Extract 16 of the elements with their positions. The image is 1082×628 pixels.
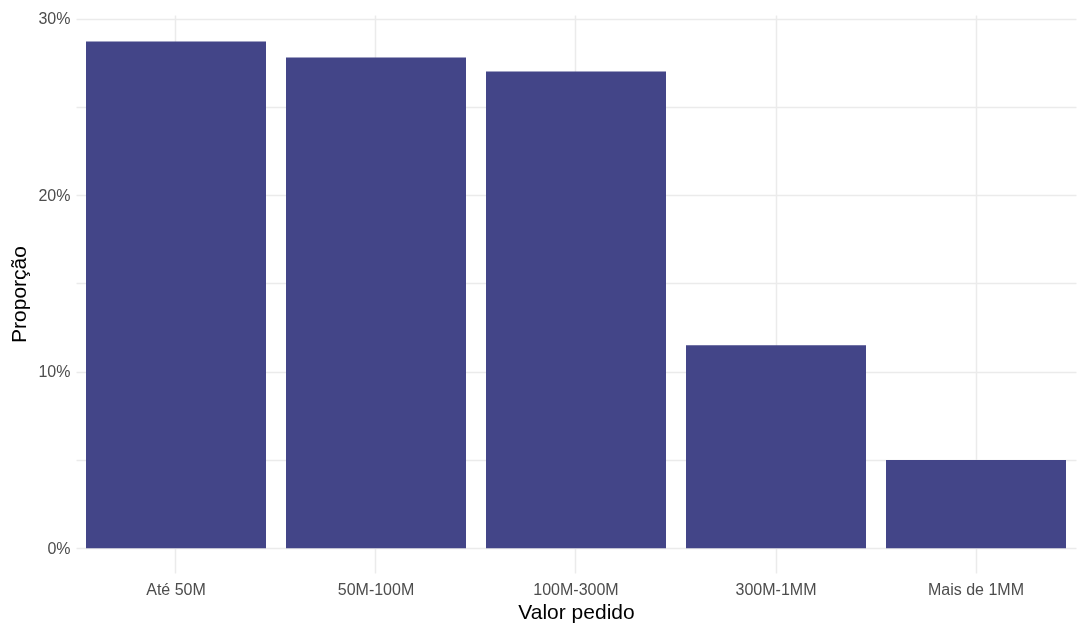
y-tick-label: 30%	[38, 10, 71, 28]
x-tick-label: 300M-1MM	[735, 580, 817, 598]
bar	[286, 57, 466, 549]
y-tick-label: 20%	[38, 186, 71, 204]
bar	[486, 71, 666, 549]
x-tick-label: Mais de 1MM	[927, 580, 1025, 598]
x-tick-label: Até 50M	[146, 580, 206, 598]
x-tick-label: 50M-100M	[337, 580, 415, 598]
y-axis-title: Proporção	[7, 246, 31, 343]
bar	[86, 41, 266, 549]
x-axis-title: Valor pedido	[518, 599, 635, 623]
y-tick-label: 0%	[47, 539, 71, 557]
bar	[686, 345, 866, 549]
x-tick-label: 100M-300M	[533, 580, 619, 598]
y-tick-label: 10%	[38, 363, 71, 381]
bar	[886, 459, 1066, 549]
